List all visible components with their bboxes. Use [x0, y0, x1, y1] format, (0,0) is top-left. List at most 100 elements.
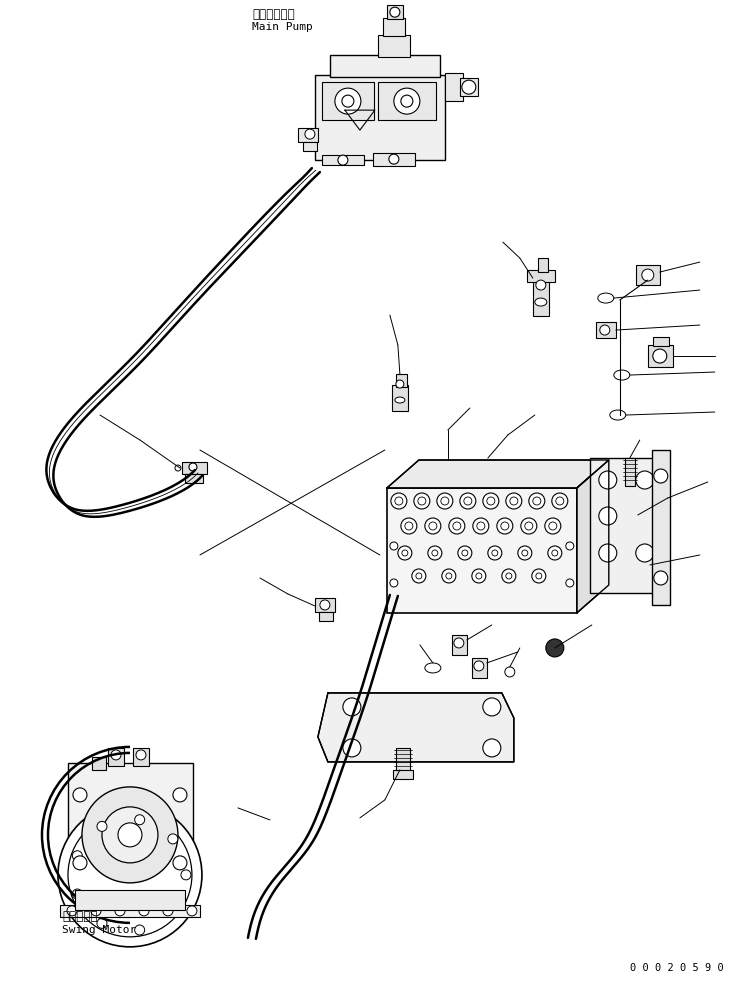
Circle shape	[636, 471, 654, 489]
Circle shape	[600, 325, 610, 335]
Circle shape	[395, 497, 403, 505]
Circle shape	[476, 573, 482, 579]
Circle shape	[501, 522, 509, 530]
Circle shape	[462, 550, 468, 556]
Circle shape	[181, 870, 191, 880]
Ellipse shape	[395, 397, 405, 403]
Circle shape	[518, 546, 532, 560]
Circle shape	[453, 522, 461, 530]
Bar	[445, 73, 463, 102]
Circle shape	[338, 155, 348, 165]
Circle shape	[654, 571, 668, 585]
Bar	[182, 462, 207, 474]
Bar	[387, 5, 403, 19]
Circle shape	[305, 129, 315, 139]
Circle shape	[488, 546, 502, 560]
Bar	[625, 458, 635, 486]
Circle shape	[446, 573, 452, 579]
Circle shape	[532, 569, 546, 583]
Circle shape	[442, 569, 456, 583]
Bar	[383, 18, 405, 36]
Ellipse shape	[535, 298, 547, 306]
Circle shape	[536, 280, 546, 290]
Circle shape	[73, 889, 82, 899]
Circle shape	[187, 906, 197, 916]
Circle shape	[533, 497, 541, 505]
Ellipse shape	[425, 663, 441, 672]
Bar	[636, 265, 660, 285]
Circle shape	[505, 667, 515, 677]
Circle shape	[398, 546, 412, 560]
Circle shape	[598, 544, 616, 562]
Bar	[652, 450, 670, 605]
Circle shape	[320, 599, 330, 610]
Circle shape	[454, 638, 464, 648]
Bar	[378, 35, 410, 57]
Circle shape	[552, 493, 568, 509]
Circle shape	[115, 906, 125, 916]
Circle shape	[163, 906, 173, 916]
Circle shape	[474, 661, 484, 670]
Circle shape	[139, 906, 149, 916]
Circle shape	[418, 497, 426, 505]
Circle shape	[173, 856, 187, 870]
Circle shape	[390, 7, 400, 17]
Circle shape	[73, 851, 82, 861]
Bar	[303, 142, 317, 151]
Text: メインポンプ: メインポンプ	[252, 8, 294, 21]
Circle shape	[546, 639, 564, 657]
Bar	[392, 386, 408, 411]
Circle shape	[506, 493, 522, 509]
Circle shape	[565, 542, 574, 550]
Circle shape	[405, 522, 413, 530]
Bar	[538, 258, 548, 272]
Circle shape	[91, 906, 101, 916]
Bar	[452, 635, 467, 655]
Circle shape	[565, 579, 574, 587]
Circle shape	[428, 546, 442, 560]
Circle shape	[402, 550, 408, 556]
Circle shape	[464, 497, 472, 505]
Circle shape	[102, 807, 158, 863]
Circle shape	[58, 803, 202, 947]
Ellipse shape	[613, 370, 630, 380]
Bar	[396, 374, 407, 387]
Bar	[472, 658, 487, 678]
Polygon shape	[387, 460, 609, 488]
Circle shape	[556, 497, 564, 505]
Circle shape	[73, 856, 87, 870]
Circle shape	[529, 493, 545, 509]
Circle shape	[654, 469, 668, 483]
Circle shape	[135, 925, 145, 935]
Circle shape	[390, 542, 398, 550]
Circle shape	[111, 750, 121, 760]
Text: 旋回モータ: 旋回モータ	[62, 910, 97, 923]
Bar	[133, 748, 149, 766]
Circle shape	[82, 787, 178, 882]
Circle shape	[598, 507, 616, 525]
Bar	[60, 905, 200, 917]
Bar	[653, 337, 669, 346]
Circle shape	[502, 569, 516, 583]
Circle shape	[389, 154, 399, 164]
Bar	[378, 82, 436, 120]
Circle shape	[173, 788, 187, 802]
Circle shape	[136, 750, 146, 760]
Circle shape	[175, 465, 181, 471]
Circle shape	[118, 823, 142, 847]
Bar	[589, 458, 665, 593]
Circle shape	[401, 518, 417, 534]
Bar	[68, 763, 193, 908]
Bar	[75, 890, 185, 910]
Circle shape	[510, 497, 518, 505]
Circle shape	[473, 518, 489, 534]
Circle shape	[548, 546, 562, 560]
Bar	[396, 748, 410, 772]
Circle shape	[396, 380, 404, 388]
Bar	[319, 612, 333, 621]
Circle shape	[525, 522, 533, 530]
Bar	[108, 748, 124, 766]
Bar	[648, 345, 673, 367]
Circle shape	[97, 821, 107, 831]
Circle shape	[460, 493, 476, 509]
